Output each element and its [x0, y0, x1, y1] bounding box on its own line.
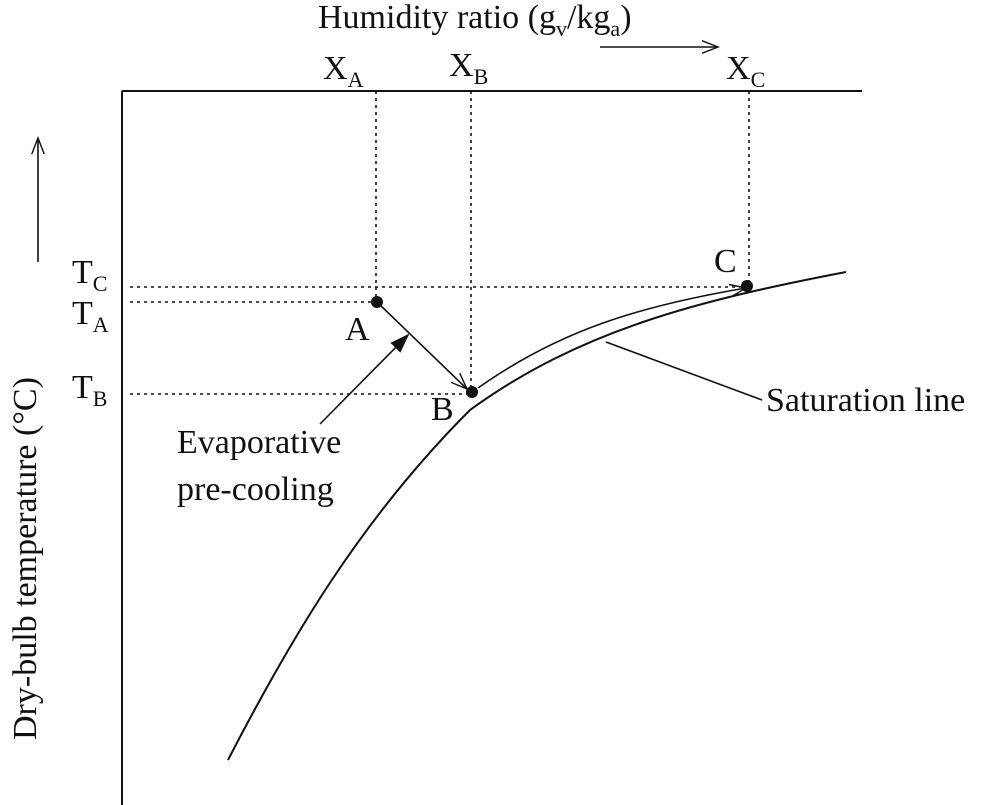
saturation-curve: [227, 271, 847, 761]
x-tick-label-c: XC: [726, 50, 765, 92]
evaporative-label-line1: Evaporative: [177, 424, 341, 461]
process-path-b-to-c: [477, 288, 746, 389]
state-point-a: [371, 296, 383, 308]
y-axis-label: Dry-bulb temperature (°C): [7, 377, 44, 740]
x-tick-label-a: XA: [323, 50, 364, 92]
x-tick-label-b: XB: [449, 47, 488, 89]
point-label-a: A: [345, 311, 370, 348]
y-tick-label-b: TB: [72, 369, 107, 411]
point-label-b: B: [431, 391, 454, 428]
evaporative-label-line2: pre-cooling: [177, 471, 334, 508]
process-path-a-to-b: [377, 302, 467, 389]
evaporative-pointer: [319, 333, 410, 425]
point-label-c: C: [714, 243, 737, 280]
state-point-c: [741, 280, 753, 292]
x-axis-label: Humidity ratio (gv/kga): [318, 0, 632, 41]
y-tick-label-c: TC: [72, 254, 107, 296]
y-tick-label-a: TA: [72, 295, 109, 337]
saturation-pointer: [605, 341, 763, 401]
saturation-label: Saturation line: [766, 382, 965, 419]
state-point-b: [466, 386, 478, 398]
